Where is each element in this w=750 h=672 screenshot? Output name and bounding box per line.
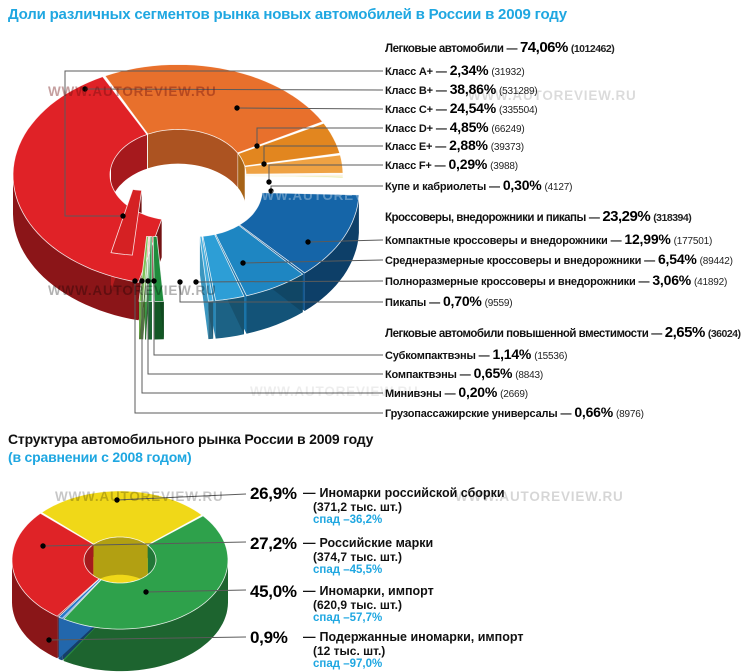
- donut-tops: [12, 64, 360, 302]
- leader-dot: [145, 278, 151, 284]
- donut-inner-walls: [111, 129, 245, 202]
- chart2-donut: [11, 490, 229, 672]
- watermark: WWW.AUTOREVIEW.RU: [248, 188, 417, 203]
- watermark: WWW.AUTOREVIEW.RU: [48, 283, 217, 298]
- chart1-donut-segment: [202, 233, 245, 302]
- chart2-subtitle: (в сравнении с 2008 годом): [8, 449, 192, 465]
- chart2-donut-segment: [62, 515, 229, 630]
- watermark: WWW.AUTOREVIEW.RU: [55, 489, 224, 504]
- leader-dot: [268, 188, 274, 194]
- leader-lines: [40, 70, 384, 643]
- leader-dot: [261, 161, 267, 167]
- leader-dot: [305, 239, 311, 245]
- leader-dot: [114, 497, 120, 503]
- chart1-donut-segment: [147, 236, 153, 302]
- watermark: WWW.AUTOREVIEW.RU: [250, 384, 419, 399]
- chart1-donut-segment: [199, 235, 214, 302]
- leader-dot: [132, 278, 138, 284]
- chart1-donut-segment: [238, 192, 360, 274]
- leader-dot: [177, 279, 183, 285]
- leader-dot: [82, 86, 88, 92]
- leader-dot: [240, 260, 246, 266]
- chart1-donut-segment: [245, 175, 344, 179]
- chart1-donut-segment: [104, 64, 324, 154]
- leader-dot: [139, 278, 145, 284]
- donut-tops: [11, 490, 229, 630]
- leader-dot: [40, 543, 46, 549]
- leader-dot: [266, 179, 272, 185]
- chart1-donut-segment: [138, 235, 149, 302]
- chart1-donut: [12, 64, 360, 340]
- chart1-donut-segment: [110, 188, 143, 256]
- watermark: WWW.AUTOREVIEW.RU: [48, 84, 217, 99]
- leader-dot: [234, 105, 240, 111]
- chart2-donut-segment: [57, 578, 102, 619]
- watermark: WWW.AUTOREVIEW.RU: [468, 88, 637, 103]
- chart1-donut-segment: [215, 224, 304, 297]
- leader-dot: [120, 213, 126, 219]
- leader-dot: [151, 278, 157, 284]
- leader-dot: [46, 637, 52, 643]
- chart2-title: Структура автомобильного рынка России в …: [8, 431, 374, 447]
- chart2-donut-segment: [11, 512, 100, 617]
- leader-dot: [193, 279, 199, 285]
- leader-dot: [254, 143, 260, 149]
- watermark: WWW.AUTOREVIEW.RU: [455, 489, 624, 504]
- chart2-donut-segment: [40, 490, 203, 546]
- chart1-title: Доли различных сегментов рынка новых авт…: [8, 6, 567, 23]
- chart1-donut-segment: [152, 235, 165, 302]
- chart1-donut-segment: [144, 236, 151, 302]
- leader-dot: [143, 589, 149, 595]
